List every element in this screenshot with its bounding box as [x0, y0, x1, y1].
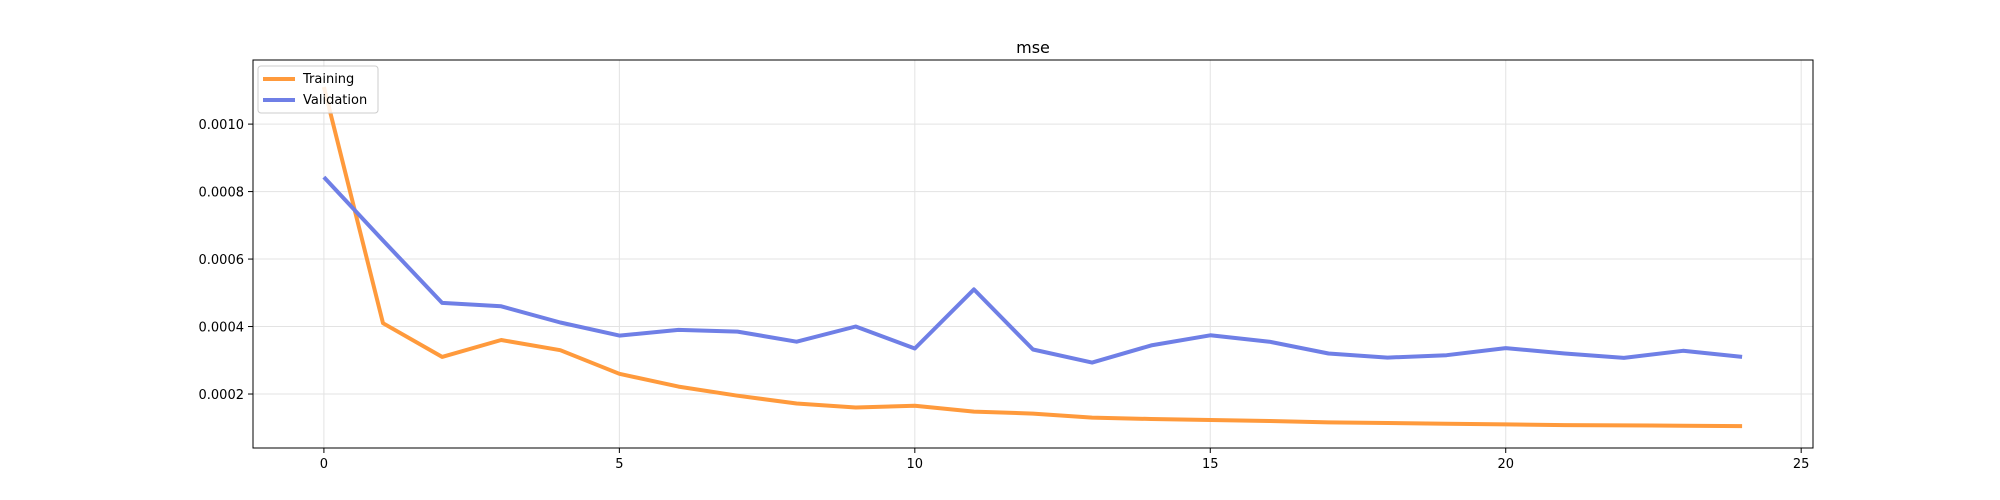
legend-label-validation: Validation	[303, 93, 367, 108]
plot-frame	[252, 59, 1814, 449]
legend: Training Validation	[257, 65, 379, 114]
y-tick-label: 0.0004	[199, 321, 245, 336]
x-tick-label: 15	[1202, 457, 1219, 472]
x-tick-label: 10	[907, 457, 924, 472]
y-tick-label: 0.0002	[199, 388, 245, 403]
grid	[253, 60, 1813, 448]
y-tick-label: 0.0010	[199, 118, 245, 133]
legend-label-training: Training	[302, 72, 354, 87]
series-lines	[321, 86, 1743, 429]
y-tick-label: 0.0006	[199, 253, 245, 268]
y-tick-label: 0.0008	[199, 186, 245, 201]
series-line-training	[321, 86, 1743, 429]
x-tick-label: 20	[1497, 457, 1514, 472]
chart-title: mse	[1016, 38, 1050, 57]
series-line-validation	[322, 175, 1743, 365]
x-tick-label: 25	[1793, 457, 1810, 472]
axis-ticks: 0 5 10 15 20 25 0.0002 0.0004 0.0006 0.0008 0.0010	[199, 118, 1810, 472]
x-tick-label: 5	[615, 457, 623, 472]
x-tick-label: 0	[320, 457, 328, 472]
